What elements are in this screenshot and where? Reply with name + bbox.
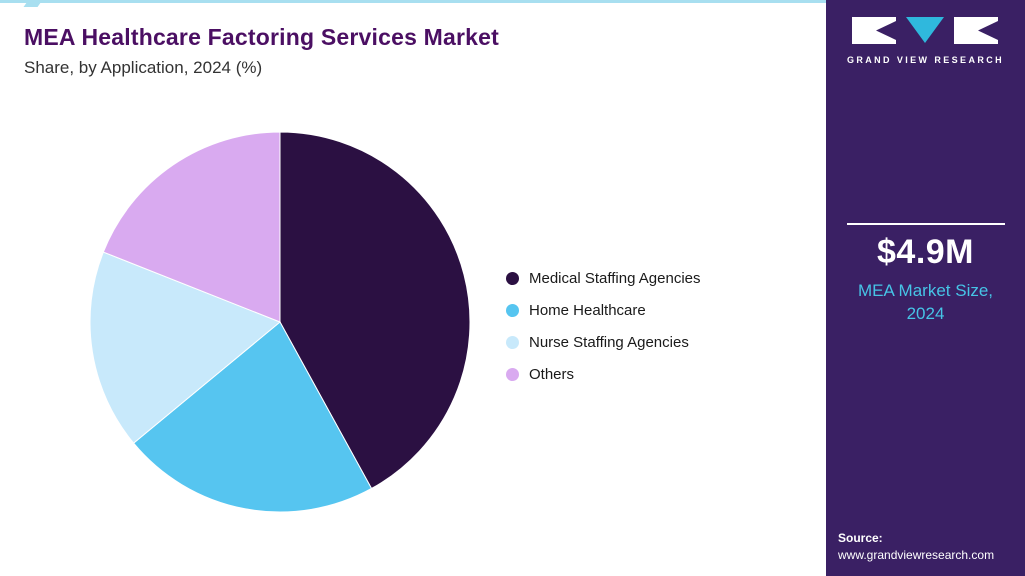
brand-logo-glyphs [852, 17, 999, 44]
top-accent-notch [23, 0, 43, 7]
sidebar: GRAND VIEW RESEARCH $4.9M MEA Market Siz… [826, 0, 1025, 576]
chart-panel: MEA Healthcare Factoring Services Market… [0, 0, 826, 513]
pie-slice-3 [102, 131, 281, 323]
legend-bullet [506, 303, 519, 317]
pie-slice-2 [89, 251, 281, 444]
legend-label: Others [529, 365, 575, 383]
pie-chart [89, 131, 471, 513]
page-subtitle: Share, by Application, 2024 (%) [24, 58, 263, 77]
pie-slice-1 [132, 321, 373, 513]
legend-label: Medical Staffing Agencies [529, 269, 701, 287]
legend-bullet [506, 335, 519, 349]
legend-item: Others [506, 358, 701, 390]
legend-item: Medical Staffing Agencies [506, 262, 701, 294]
page-title: MEA Healthcare Factoring Services Market [24, 24, 499, 50]
legend-bullet [506, 367, 519, 381]
top-accent-line [0, 0, 826, 3]
pie-slice-0 [279, 131, 471, 490]
source-url-link[interactable]: www.grandviewresearch.com [838, 548, 995, 562]
legend-bullet [506, 271, 519, 285]
market-size-value: $4.9M [877, 233, 974, 271]
brand-logo: GRAND VIEW RESEARCH [847, 16, 1004, 65]
source-label: Source: [838, 531, 883, 545]
legend-item: Nurse Staffing Agencies [506, 326, 701, 358]
legend-label: Nurse Staffing Agencies [529, 333, 689, 351]
brand-name: GRAND VIEW RESEARCH [846, 55, 1005, 65]
legend-label: Home Healthcare [529, 301, 646, 319]
chart-legend: Medical Staffing Agencies Home Healthcar… [506, 262, 701, 390]
market-size-label: MEA Market Size, 2024 [857, 281, 994, 323]
source-block: Source: www.grandviewresearch.com [826, 531, 994, 576]
legend-item: Home Healthcare [506, 294, 701, 326]
sidebar-divider [846, 223, 1005, 225]
